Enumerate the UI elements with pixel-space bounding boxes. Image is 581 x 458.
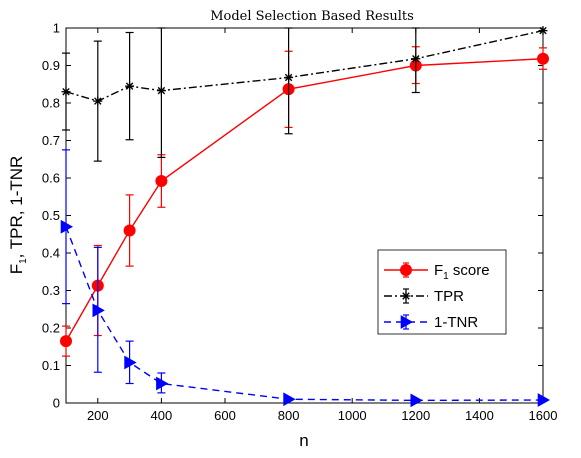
x-tick-label: 400 xyxy=(151,408,173,423)
data-point-triangle xyxy=(60,219,74,234)
data-point-circle xyxy=(60,335,72,348)
legend-items: F1 score TPR 1-TNR xyxy=(384,262,490,331)
data-point-triangle xyxy=(283,392,296,407)
data-point-triangle xyxy=(400,315,414,329)
data-point-triangle xyxy=(124,355,137,370)
data-point-circle xyxy=(155,175,168,187)
x-tick-label: 600 xyxy=(214,408,236,423)
legend-label: TPR xyxy=(434,288,464,305)
x-axis-label: n xyxy=(299,431,308,450)
y-tick-label: 0.3 xyxy=(42,283,60,298)
data-point-circle xyxy=(123,224,136,237)
y-label-rest: , TPR, 1-TNR xyxy=(7,156,26,259)
y-tick-label: 0.6 xyxy=(42,171,60,186)
y-tick-label: 0.7 xyxy=(42,133,60,148)
data-point-asterisk xyxy=(156,86,166,96)
data-point-asterisk xyxy=(284,73,294,82)
x-tick-label: 200 xyxy=(87,408,109,423)
data-point-asterisk xyxy=(401,291,411,301)
data-point-asterisk xyxy=(61,87,71,97)
legend-label: 1-TNR xyxy=(434,314,478,331)
series-1 xyxy=(61,26,548,162)
data-point-circle xyxy=(537,52,549,65)
data-point-circle xyxy=(400,264,412,276)
legend-item-2: 1-TNR xyxy=(384,314,478,331)
data-point-triangle xyxy=(537,393,551,407)
x-tick-label: 1000 xyxy=(338,408,367,423)
y-tick-label: 0.9 xyxy=(42,58,60,73)
tick-labels: 200 400 600 800 1000 1200 1400 1600 0 0.1 0.2 0.3 0.… xyxy=(42,21,558,424)
y-label-main: F xyxy=(7,264,26,274)
data-point-asterisk xyxy=(538,26,548,36)
y-tick-label: 0.2 xyxy=(42,321,60,336)
legend-item-1: TPR xyxy=(384,288,464,305)
x-tick-label: 1200 xyxy=(401,408,430,423)
y-axis-label: F1, TPR, 1-TNR xyxy=(7,156,29,275)
y-tick-label: 0.8 xyxy=(42,96,60,111)
legend: F1 score TPR 1-TNR xyxy=(377,249,507,335)
legend-item-0: F1 score xyxy=(384,262,490,282)
y-tick-label: 0 xyxy=(53,396,60,411)
y-label-subscript: 1 xyxy=(18,258,29,264)
series-2 xyxy=(60,149,551,408)
chart-title: Model Selection Based Results xyxy=(210,9,414,24)
data-point-triangle xyxy=(410,393,423,408)
data-point-triangle xyxy=(156,376,169,391)
x-tick-label: 800 xyxy=(278,408,300,423)
data-point-triangle xyxy=(92,303,105,318)
data-point-asterisk xyxy=(125,81,135,91)
series-layer xyxy=(60,26,551,408)
y-tick-label: 0.4 xyxy=(42,246,60,261)
y-tick-label: 0.5 xyxy=(42,208,60,223)
plot-area: 200 400 600 800 1000 1200 1400 1600 0 0.1 0.2 0.3 0.… xyxy=(42,21,558,424)
data-point-asterisk xyxy=(93,96,103,106)
y-tick-label: 0.1 xyxy=(42,358,60,373)
data-point-asterisk xyxy=(411,54,421,64)
legend-label: F1 score xyxy=(434,262,490,282)
x-tick-label: 1600 xyxy=(529,408,558,423)
plot-frame xyxy=(65,27,544,404)
y-tick-label: 1 xyxy=(53,21,60,36)
legend-box xyxy=(377,249,507,335)
x-tick-label: 1400 xyxy=(465,408,494,423)
